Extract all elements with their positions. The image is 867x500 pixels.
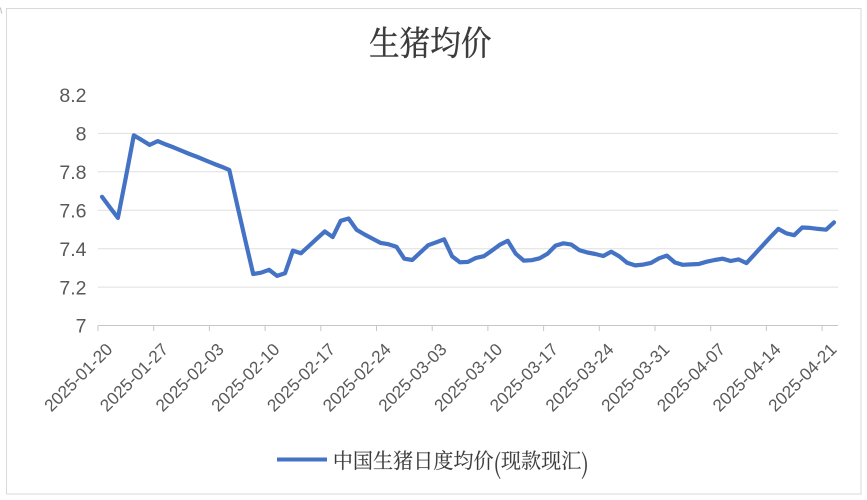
svg-text:7.8: 7.8 xyxy=(59,162,86,184)
svg-text:7.4: 7.4 xyxy=(59,239,86,261)
svg-text:7: 7 xyxy=(76,316,87,338)
svg-text:8.2: 8.2 xyxy=(59,85,86,107)
svg-text:7.2: 7.2 xyxy=(59,277,86,299)
svg-text:7.6: 7.6 xyxy=(59,201,86,223)
svg-text:8: 8 xyxy=(76,124,87,146)
